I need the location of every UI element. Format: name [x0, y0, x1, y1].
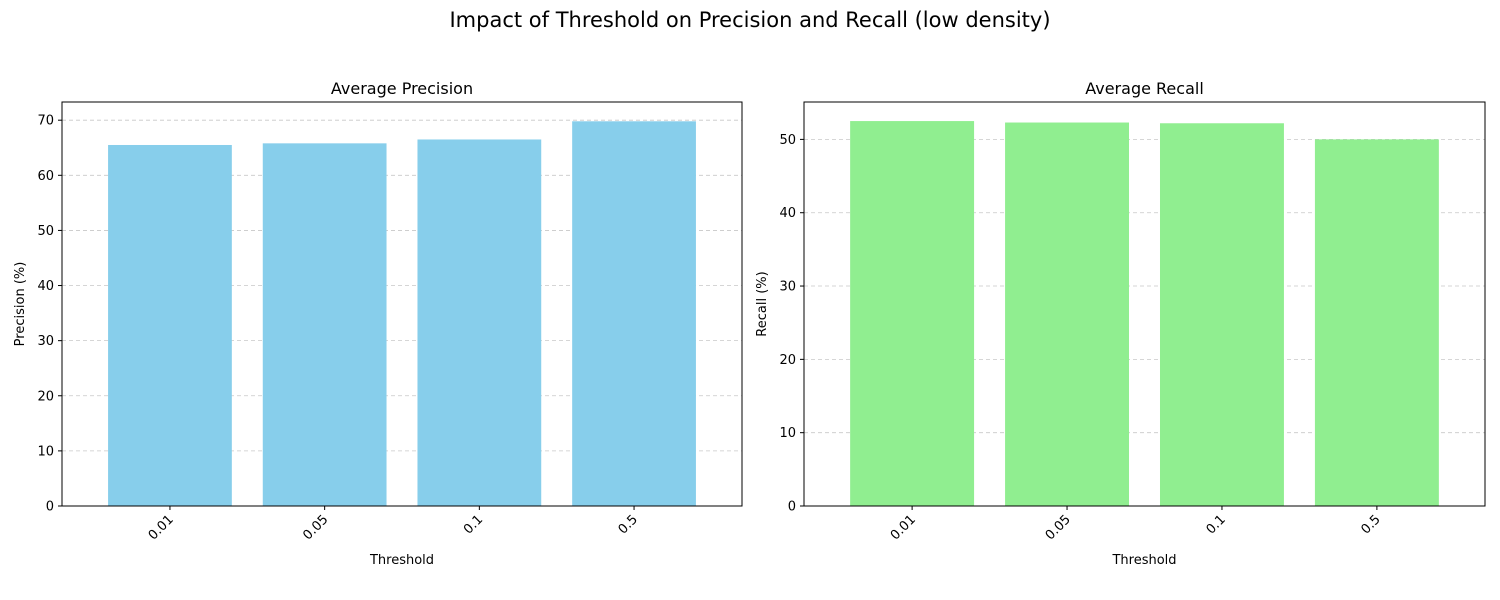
bar-0.01: [108, 144, 232, 506]
y-tick-label: 60: [37, 169, 54, 184]
y-axis-label: Precision (%): [13, 262, 28, 347]
x-axis-label: Threshold: [369, 553, 434, 568]
y-tick-label: 10: [37, 444, 54, 459]
x-tick-label: 0.5: [1358, 512, 1383, 537]
chart-title: Average Precision: [331, 79, 473, 98]
bar-0.5: [1314, 139, 1439, 506]
x-tick-label: 0.05: [300, 512, 331, 543]
x-tick-label: 0.05: [1043, 512, 1074, 543]
x-axis-label: Threshold: [1111, 553, 1176, 568]
x-tick-label: 0.5: [616, 512, 641, 537]
y-tick-label: 50: [37, 224, 54, 239]
recall-chart: 0 10 20 30 40 50 0.01 0.05 0.1 0.5 Average Recall T…: [755, 79, 1486, 568]
y-tick-label: 70: [37, 114, 54, 129]
bar-0.5: [572, 121, 696, 506]
x-tick-label: 0.1: [461, 512, 486, 537]
y-tick-label: 30: [37, 334, 54, 349]
precision-chart: 0 10 20 30 40 50 60 70 0.01 0.05 0.1 0.5 Average Pre…: [13, 79, 743, 568]
x-tick-label: 0.1: [1204, 512, 1229, 537]
y-tick-label: 0: [46, 500, 54, 515]
y-tick-label: 30: [779, 280, 796, 295]
y-tick-label: 20: [37, 389, 54, 404]
bar-0.1: [417, 139, 542, 506]
y-tick-label: 40: [779, 206, 796, 221]
axes-frame: [61, 101, 743, 507]
bar-0.1: [1159, 123, 1284, 507]
bar-0.05: [262, 143, 387, 506]
bar-0.05: [1005, 122, 1130, 507]
y-tick-label: 40: [37, 279, 54, 294]
y-tick-label: 10: [779, 426, 796, 441]
bar-0.01: [850, 121, 975, 506]
chart-title: Average Recall: [1085, 79, 1204, 98]
y-axis-label: Recall (%): [755, 271, 770, 336]
y-tick-label: 0: [788, 500, 796, 515]
x-tick-label: 0.01: [146, 512, 177, 543]
y-tick-label: 20: [779, 353, 796, 368]
y-tick-label: 50: [779, 133, 796, 148]
figure-title: Impact of Threshold on Precision and Rec…: [449, 8, 1051, 32]
axes-frame: [803, 101, 1486, 507]
x-tick-label: 0.01: [888, 512, 919, 543]
